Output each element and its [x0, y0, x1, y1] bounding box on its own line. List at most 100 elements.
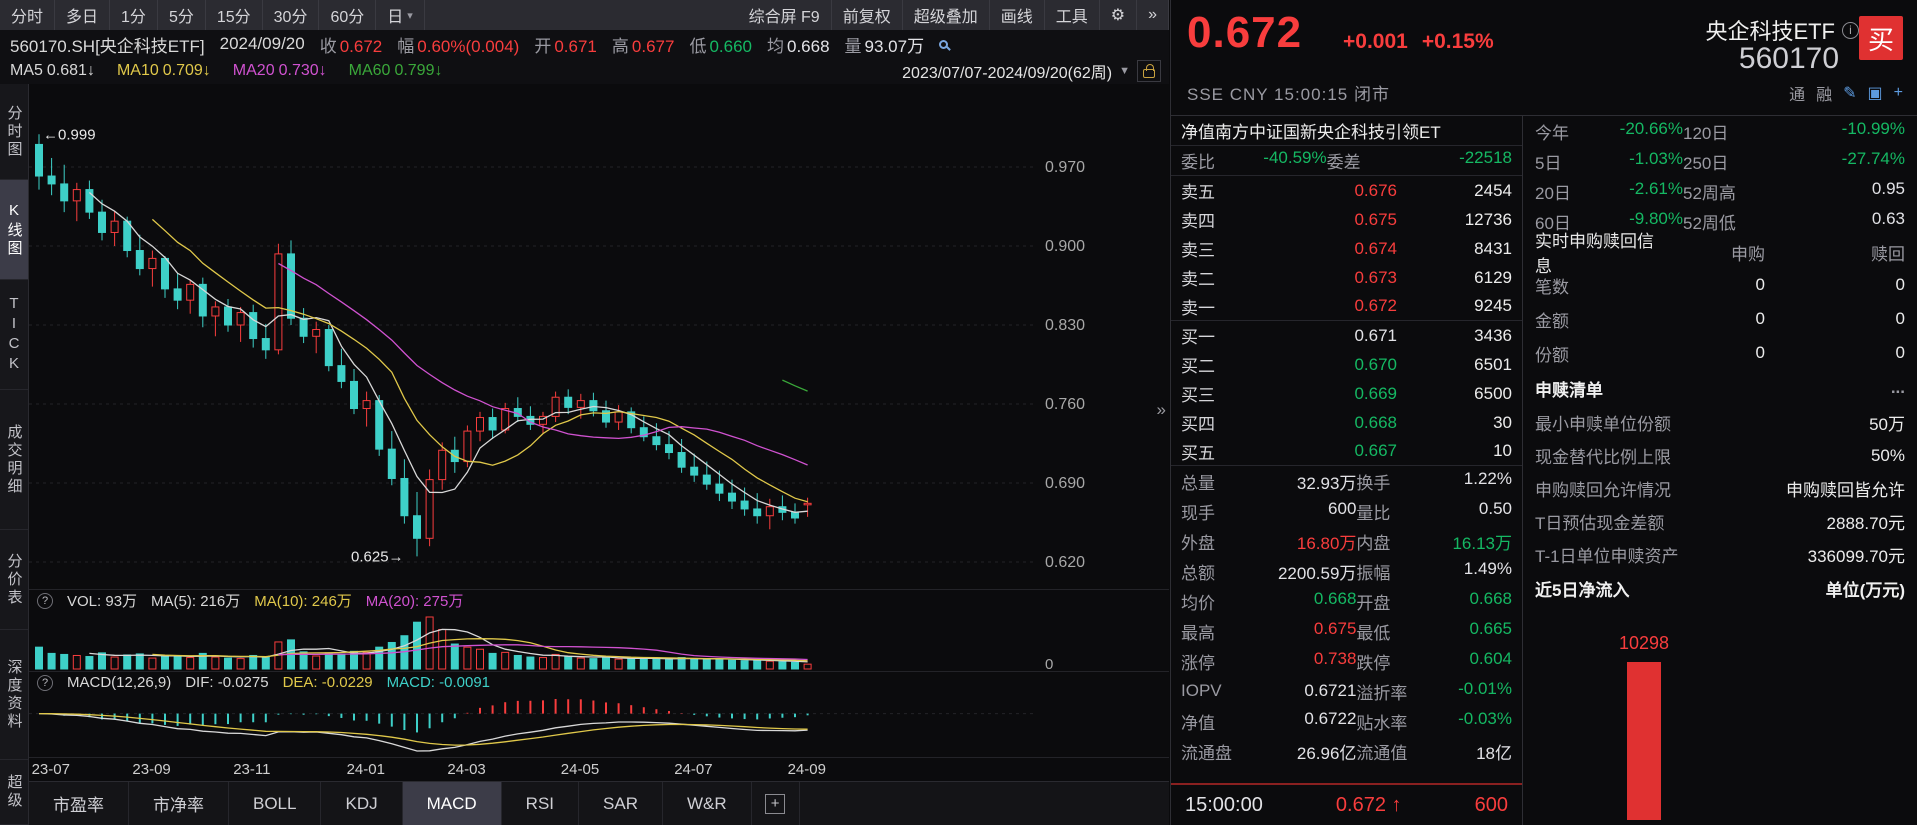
tab-pe[interactable]: 市盈率: [29, 782, 129, 825]
fund-name-marquee: 净值南方中证国新央企科技引领ET: [1171, 116, 1522, 146]
period-tab-day[interactable]: 日 ▾: [376, 0, 425, 30]
net-inflow-chart: 10298: [1523, 605, 1917, 825]
ask-row-5[interactable]: 卖五 0.676 2454: [1181, 180, 1512, 203]
composite-screen-button[interactable]: 综合屏 F9: [738, 0, 832, 30]
field-label: 开: [534, 36, 552, 56]
kline-chart-area[interactable]: 0.970 0.900 0.830 0.760 0.690 0.620 ←0.999 0.62…: [29, 84, 1169, 825]
sidebar-item-klinetu[interactable]: K线图: [0, 180, 28, 280]
period-tab-fenshi[interactable]: 分时: [0, 0, 56, 30]
tab-macd[interactable]: MACD: [402, 782, 502, 825]
date-label: 2024/09/20: [219, 34, 305, 53]
chart-section: 分时 多日 1分 5分 15分 30分 60分 日 ▾ 综合屏 F9 前复权 超…: [0, 0, 1169, 825]
gear-icon[interactable]: ⚙: [1100, 0, 1138, 30]
ask-row-4[interactable]: 卖四 0.675 12736: [1181, 209, 1512, 232]
trade-time: 15:00:00: [1185, 793, 1263, 816]
add-icon[interactable]: +: [1893, 84, 1903, 101]
tab-sar[interactable]: SAR: [579, 782, 663, 825]
svg-text:0.760: 0.760: [1045, 396, 1085, 413]
ma-indicator-bar: MA5 0.681↓ MA10 0.709↓ MA20 0.730↓ MA60 0.79…: [0, 58, 1169, 84]
rt-row-fene: 份额 0 0: [1535, 343, 1905, 365]
tab-kdj[interactable]: KDJ: [321, 782, 403, 825]
column-header: 申购: [1731, 244, 1765, 264]
period-label: 多日: [66, 9, 99, 26]
panel-collapse-icon[interactable]: »: [1156, 400, 1166, 419]
left-view-tabs: 分时图 K线图 TICK 成交明细 分价表 深度资料 超级: [0, 84, 29, 825]
svg-text:←0.999: ←0.999: [43, 126, 96, 143]
order-book-panel: 净值南方中证国新央企科技引领ET 委比 -40.59% 委差 -22518 卖五 0.…: [1171, 116, 1523, 825]
toolbar-label: 工具: [1055, 9, 1088, 26]
bid-row-2[interactable]: 买二 0.670 6501: [1181, 354, 1512, 377]
sidebar-item-chengjiaomingxi[interactable]: 成交明细: [0, 390, 28, 530]
period-label: 60分: [330, 9, 365, 26]
x-axis-label: 24-03: [447, 761, 486, 778]
x-axis: 23-07 23-09 23-11 24-01 24-03 24-05 24-07 24-09: [29, 757, 1169, 781]
change-field: 幅 0.60%(0.004): [397, 32, 519, 57]
toolbar-right-group: 综合屏 F9 前复权 超级叠加 画线 工具 ⚙ »: [738, 0, 1169, 30]
period-label: 15分: [216, 9, 251, 26]
bar-value-label: 10298: [1619, 633, 1670, 653]
stat-row: 现手 600 量比 0.50: [1181, 498, 1512, 523]
tools-button[interactable]: 工具: [1045, 0, 1100, 30]
security-name: 央企科技ETF: [1705, 19, 1835, 44]
sidebar-item-tick[interactable]: TICK: [0, 280, 28, 390]
svg-text:0.830: 0.830: [1045, 317, 1085, 334]
period-tab-1min[interactable]: 1分: [110, 0, 158, 30]
period-tab-duori[interactable]: 多日: [55, 0, 111, 30]
toolbar-more-icon[interactable]: »: [1137, 0, 1169, 30]
period-tab-5min[interactable]: 5分: [158, 0, 206, 30]
tab-rsi[interactable]: RSI: [502, 782, 580, 825]
super-overlay-button[interactable]: 超级叠加: [903, 0, 990, 30]
field-value: 0.672: [339, 36, 383, 56]
edit-icon[interactable]: ✎: [1843, 85, 1857, 102]
period-tab-15min[interactable]: 15分: [206, 0, 263, 30]
macd-value: MACD: -0.0091: [386, 674, 491, 691]
tab-wr[interactable]: W&R: [663, 782, 752, 825]
sidebar-item-chaoji[interactable]: 超级: [0, 760, 28, 825]
date-range-selector[interactable]: 2023/07/07-2024/09/20(62周) ▼: [902, 59, 1169, 83]
svg-text:0.690: 0.690: [1045, 475, 1085, 492]
field-label: 量: [844, 36, 862, 56]
quote-section: 0.672 +0.001 +0.15% 央企科技ETF i 560170 买 S…: [1170, 0, 1917, 825]
bid-row-3[interactable]: 买三 0.669 6500: [1181, 383, 1512, 406]
weibi-row: 委比 -40.59% 委差 -22518: [1171, 146, 1522, 176]
x-axis-label: 24-05: [560, 761, 600, 778]
ask-row-1[interactable]: 卖一 0.672 9245: [1171, 292, 1522, 321]
vol-ma20-value: MA(20): 275万: [365, 593, 464, 610]
macd-chart[interactable]: [29, 693, 1168, 757]
ask-row-2[interactable]: 卖二 0.673 6129: [1181, 267, 1512, 290]
bid-row-1[interactable]: 买一 0.671 3436: [1181, 325, 1512, 348]
period-tab-30min[interactable]: 30分: [263, 0, 320, 30]
volume-chart[interactable]: 0: [29, 611, 1168, 671]
close-field: 收 0.672: [320, 32, 383, 57]
screenshot-icon[interactable]: ▣: [1867, 85, 1883, 102]
buy-button[interactable]: 买: [1859, 16, 1903, 60]
add-indicator-button[interactable]: +: [752, 782, 800, 825]
field-value: 93.07万: [864, 36, 925, 56]
bid-row-5[interactable]: 买五 0.667 10: [1171, 437, 1522, 466]
tab-pb[interactable]: 市净率: [129, 782, 229, 825]
sidebar-item-fenjiabiao[interactable]: 分价表: [0, 530, 28, 630]
macd-title: MACD(12,26,9): [67, 674, 172, 691]
forward-adjust-button[interactable]: 前复权: [832, 0, 903, 30]
tab-boll[interactable]: BOLL: [229, 782, 322, 825]
x-axis-label: 23-07: [31, 761, 70, 778]
last-trade-ticker: 15:00:00 0.672 ↑ 600: [1171, 783, 1522, 825]
weicha-label: 委差: [1326, 153, 1361, 172]
margin-badge: 融: [1816, 87, 1833, 104]
bid-row-4[interactable]: 买四 0.668 30: [1181, 412, 1512, 435]
period-tab-60min[interactable]: 60分: [319, 0, 377, 30]
ask-row-3[interactable]: 卖三 0.674 8431: [1181, 238, 1512, 261]
vol-ma5-value: MA(5): 216万: [151, 593, 241, 610]
candlestick-chart[interactable]: 0.970 0.900 0.830 0.760 0.690 0.620 ←0.999 0.62…: [29, 84, 1168, 589]
more-button[interactable]: ...: [1890, 378, 1905, 397]
toolbar-label: 前复权: [842, 9, 891, 26]
sidebar-item-fenshitu[interactable]: 分时图: [0, 84, 28, 180]
info-icon[interactable]: i: [1842, 21, 1859, 39]
help-icon[interactable]: ?: [37, 674, 53, 691]
help-icon[interactable]: ?: [37, 592, 53, 609]
lock-button[interactable]: [1137, 60, 1161, 82]
x-axis-label: 24-07: [674, 761, 713, 778]
draw-line-button[interactable]: 画线: [990, 0, 1045, 30]
magnifier-icon[interactable]: [939, 39, 951, 51]
sidebar-item-shendu[interactable]: 深度资料: [0, 630, 28, 760]
